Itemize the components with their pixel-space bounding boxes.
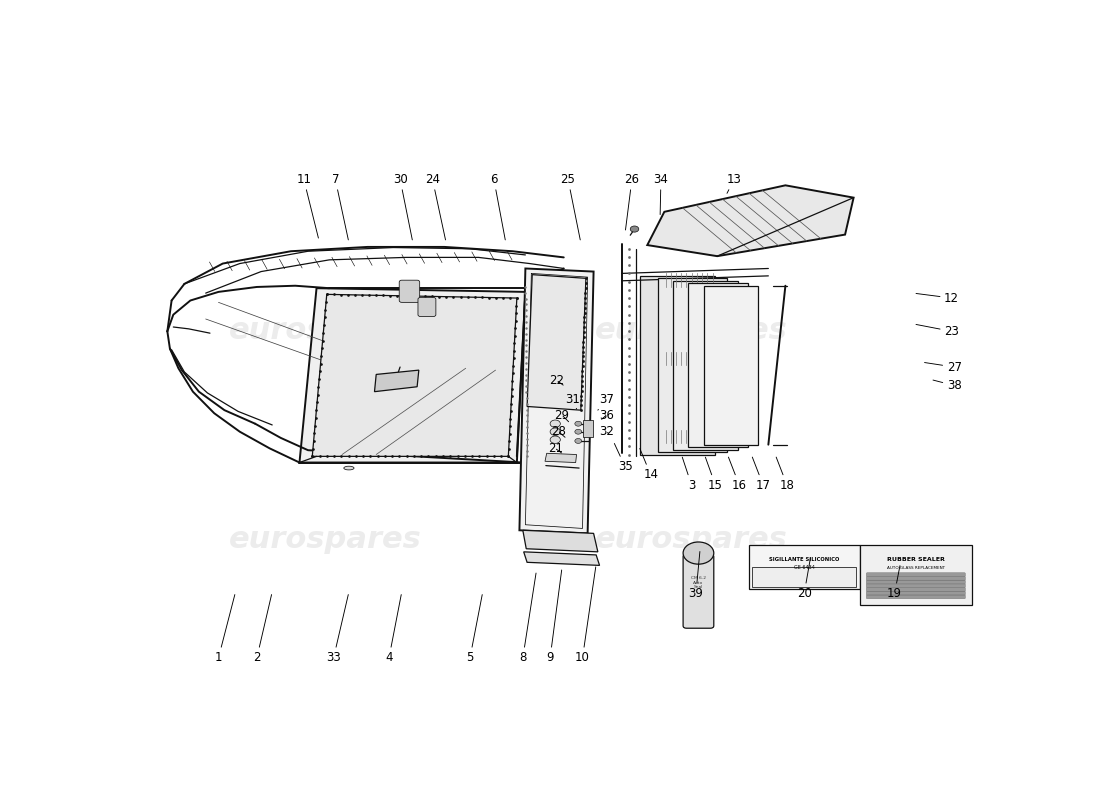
- FancyBboxPatch shape: [867, 580, 966, 584]
- Polygon shape: [544, 454, 576, 462]
- Text: 7: 7: [331, 173, 349, 240]
- Text: eurospares: eurospares: [595, 315, 788, 345]
- FancyBboxPatch shape: [399, 280, 420, 302]
- Text: AUTO GLASS REPLACEMENT: AUTO GLASS REPLACEMENT: [887, 566, 945, 570]
- FancyBboxPatch shape: [867, 591, 966, 595]
- Text: SIGILLANTE SILICONICO: SIGILLANTE SILICONICO: [769, 557, 839, 562]
- Circle shape: [683, 542, 714, 564]
- Text: 19: 19: [887, 566, 902, 600]
- Text: 3: 3: [682, 457, 695, 492]
- Text: 23: 23: [916, 325, 959, 338]
- Text: eurospares: eurospares: [229, 315, 421, 345]
- Text: 31: 31: [564, 393, 580, 409]
- Text: 35: 35: [615, 443, 632, 474]
- Text: 4: 4: [385, 594, 402, 664]
- Text: 27: 27: [924, 361, 961, 374]
- FancyBboxPatch shape: [418, 298, 436, 317]
- FancyBboxPatch shape: [867, 587, 966, 591]
- Polygon shape: [689, 283, 748, 447]
- Polygon shape: [374, 370, 419, 392]
- FancyBboxPatch shape: [859, 545, 972, 605]
- Polygon shape: [647, 186, 854, 256]
- FancyBboxPatch shape: [683, 554, 714, 628]
- FancyBboxPatch shape: [752, 567, 856, 587]
- Circle shape: [575, 438, 582, 443]
- Polygon shape: [519, 269, 594, 534]
- Text: 37: 37: [598, 393, 614, 410]
- Circle shape: [575, 422, 582, 426]
- Polygon shape: [524, 552, 600, 566]
- Circle shape: [550, 428, 560, 435]
- Polygon shape: [299, 288, 526, 462]
- Circle shape: [630, 226, 639, 232]
- Polygon shape: [704, 286, 758, 445]
- Text: 36: 36: [598, 409, 614, 422]
- Text: GE 6434: GE 6434: [794, 566, 815, 570]
- Polygon shape: [658, 278, 727, 452]
- Text: 20: 20: [796, 558, 812, 600]
- Text: 15: 15: [705, 457, 723, 492]
- Circle shape: [550, 420, 560, 427]
- Text: 1: 1: [214, 594, 234, 664]
- Text: 29: 29: [554, 409, 570, 422]
- Circle shape: [550, 436, 560, 443]
- Text: 8: 8: [519, 573, 536, 664]
- Text: 24: 24: [425, 173, 446, 240]
- Text: 26: 26: [625, 173, 639, 230]
- Polygon shape: [640, 276, 715, 454]
- Text: eurospares: eurospares: [595, 525, 788, 554]
- Text: 10: 10: [575, 567, 596, 664]
- FancyBboxPatch shape: [867, 573, 966, 577]
- Ellipse shape: [344, 466, 354, 470]
- Text: 5: 5: [466, 594, 482, 664]
- Polygon shape: [527, 274, 586, 410]
- Text: CM 6.2
Auto
Seal: CM 6.2 Auto Seal: [691, 576, 706, 590]
- Text: 28: 28: [551, 426, 566, 438]
- Text: 13: 13: [727, 173, 741, 194]
- FancyBboxPatch shape: [867, 595, 966, 598]
- Text: 22: 22: [549, 374, 564, 387]
- Text: 32: 32: [598, 426, 614, 438]
- Text: 33: 33: [327, 594, 349, 664]
- Text: 21: 21: [548, 442, 563, 455]
- FancyBboxPatch shape: [867, 577, 966, 580]
- Text: 34: 34: [653, 173, 669, 214]
- Text: 39: 39: [689, 551, 703, 600]
- Text: 9: 9: [547, 570, 562, 664]
- Text: RUBBER SEALER: RUBBER SEALER: [887, 558, 945, 562]
- Polygon shape: [312, 294, 517, 456]
- Text: 25: 25: [561, 173, 581, 240]
- Text: 12: 12: [916, 291, 959, 305]
- FancyBboxPatch shape: [867, 584, 966, 587]
- FancyBboxPatch shape: [749, 545, 859, 590]
- Text: 2: 2: [253, 594, 272, 664]
- Text: 14: 14: [640, 449, 658, 482]
- Polygon shape: [522, 530, 598, 552]
- Circle shape: [575, 430, 582, 434]
- Polygon shape: [673, 281, 738, 450]
- Text: 30: 30: [393, 173, 412, 240]
- Text: 38: 38: [933, 379, 961, 392]
- Text: 16: 16: [728, 457, 747, 492]
- Text: 17: 17: [752, 457, 771, 492]
- Text: eurospares: eurospares: [229, 525, 421, 554]
- Text: 11: 11: [296, 173, 318, 238]
- FancyBboxPatch shape: [583, 420, 593, 437]
- Text: 6: 6: [491, 173, 505, 240]
- Text: 18: 18: [777, 457, 794, 492]
